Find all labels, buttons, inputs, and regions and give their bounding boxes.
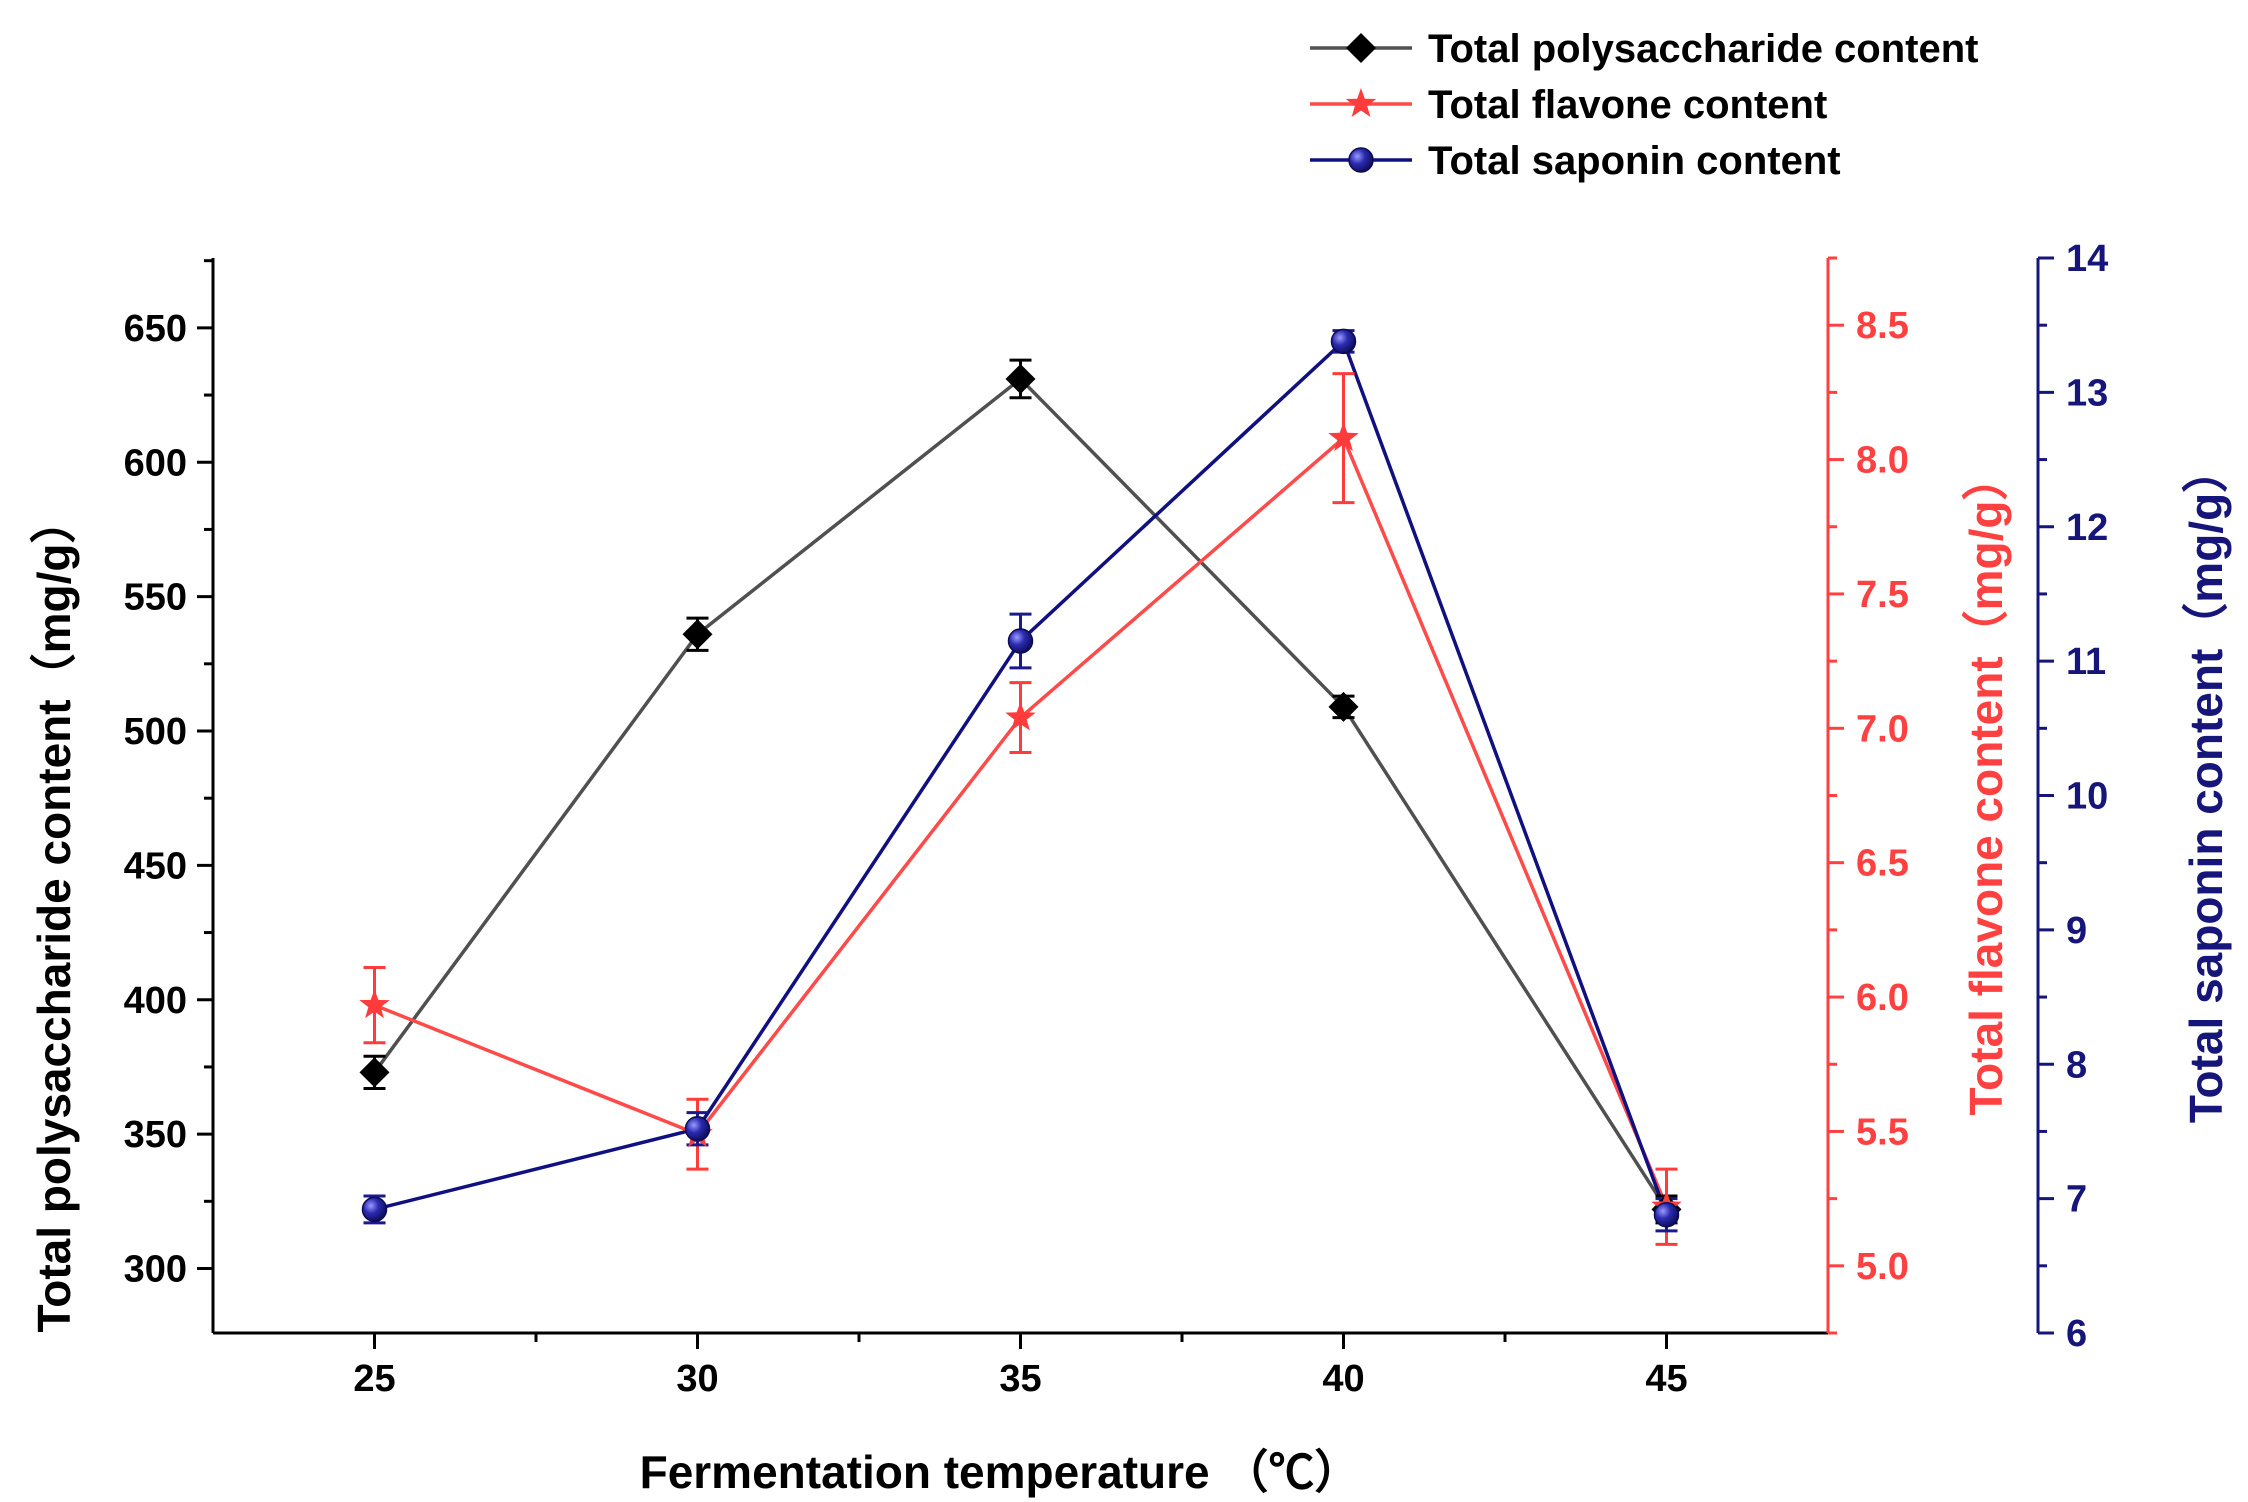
legend-item-flavone: Total flavone content <box>1310 83 1827 127</box>
legend-label-polysaccharide: Total polysaccharide content <box>1428 27 1979 71</box>
flavone-data-point <box>1005 701 1036 731</box>
y-axis-flavone-tick-label: 6.0 <box>1856 977 1909 1019</box>
y-axis-saponin-tick-label: 13 <box>2066 372 2108 414</box>
polysaccharide-data-point <box>682 619 713 650</box>
y-axis-saponin-tick-label: 8 <box>2066 1044 2087 1086</box>
y-axis-left-tick-label: 300 <box>124 1249 187 1291</box>
y-axis-left-tick-label: 450 <box>124 845 187 887</box>
y-axis-saponin-tick-label: 7 <box>2066 1179 2087 1221</box>
y-axis-left-tick-label: 400 <box>124 980 187 1022</box>
error-bars <box>363 329 1678 1246</box>
legend-marker-saponin <box>1348 147 1374 173</box>
y-axis-saponin-tick-label: 12 <box>2066 507 2108 549</box>
y-axis-left-title: Total polysaccharide content（mg/g） <box>28 498 80 1333</box>
y-axis-saponin-tick-label: 11 <box>2066 641 2106 683</box>
saponin-data-point <box>361 1196 388 1223</box>
legend-label-saponin: Total saponin content <box>1428 139 1841 183</box>
y-axis-saponin-tick-label: 10 <box>2066 776 2108 818</box>
y-axis-left-tick-label: 350 <box>124 1114 187 1156</box>
y-axis-saponin-tick-label: 14 <box>2066 238 2108 280</box>
x-axis-tick-label: 40 <box>1322 1358 1364 1400</box>
flavone-data-point <box>359 989 390 1019</box>
axes: 300 350 400 450 500 550 600 650 25 30 35 40 45 5.0 5.5… <box>124 238 2109 1400</box>
legend: Total polysaccharide content Total flavon… <box>1310 27 1979 183</box>
y-axis-flavone-tick-label: 5.0 <box>1856 1246 1909 1288</box>
legend-label-flavone: Total flavone content <box>1428 83 1827 127</box>
polysaccharide-data-point <box>1328 691 1359 722</box>
flavone-series-line <box>373 435 1669 1208</box>
y-axis-left-tick-label: 600 <box>124 442 187 484</box>
legend-item-polysaccharide: Total polysaccharide content <box>1310 27 1979 71</box>
y-axis-left-tick-label: 500 <box>124 711 187 753</box>
x-axis-tick-label: 30 <box>676 1358 718 1400</box>
y-axis-flavone-tick-label: 7.5 <box>1856 574 1909 616</box>
polysaccharide-data-point <box>359 1057 390 1088</box>
y-axis-flavone-tick-label: 6.5 <box>1856 843 1909 885</box>
legend-item-saponin: Total saponin content <box>1310 139 1841 183</box>
data-markers <box>359 328 1682 1228</box>
y-axis-left-tick-label: 550 <box>124 577 187 619</box>
series-lines <box>373 338 1669 1216</box>
y-axis-flavone-tick-label: 8.0 <box>1856 440 1909 482</box>
y-axis-flavone-tick-label: 5.5 <box>1856 1111 1909 1153</box>
y-axis-saponin-tick-label: 9 <box>2066 910 2087 952</box>
y-axis-saponin-title: Total saponin content（mg/g） <box>2180 447 2232 1123</box>
x-axis-tick-label: 35 <box>999 1358 1041 1400</box>
saponin-data-point <box>1653 1202 1680 1228</box>
flavone-data-point <box>1328 422 1359 452</box>
polysaccharide-series-line <box>373 376 1668 1211</box>
y-axis-flavone-tick-label: 7.0 <box>1856 708 1909 750</box>
x-axis-tick-label: 25 <box>353 1358 395 1400</box>
saponin-data-point <box>1330 328 1357 355</box>
y-axis-saponin-tick-label: 6 <box>2066 1313 2087 1355</box>
y-axis-flavone-tick-label: 8.5 <box>1856 305 1909 347</box>
saponin-data-point <box>684 1116 711 1142</box>
x-axis-title: Fermentation temperature （℃） <box>640 1446 1361 1498</box>
polysaccharide-data-point <box>1005 363 1036 394</box>
y-axis-left-tick-label: 650 <box>124 308 187 350</box>
x-axis-tick-label: 45 <box>1645 1358 1687 1400</box>
legend-marker-flavone <box>1345 88 1377 117</box>
y-axis-flavone-title: Total flavone content（mg/g） <box>1960 454 2012 1115</box>
legend-marker-polysaccharide <box>1346 33 1376 63</box>
saponin-data-point <box>1007 628 1034 654</box>
